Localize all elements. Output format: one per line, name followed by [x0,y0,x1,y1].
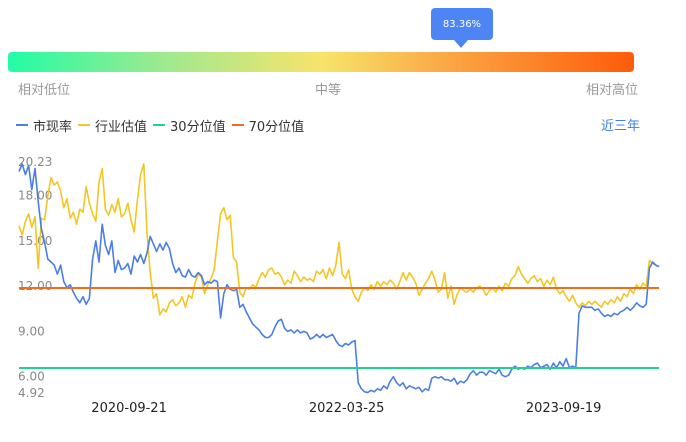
period-selector-button[interactable]: 近三年 [600,119,640,134]
y-tick-label: 6.00 [18,370,45,384]
chart-series [18,163,660,394]
x-axis-ticks: 2020-09-21 2022-03-25 2023-09-19 [91,401,601,416]
gauge-mid-label: 中等 [315,83,342,98]
legend-swatch-pcf [16,124,28,126]
y-tick-label: 9.00 [18,324,45,338]
legend-label-industry: 行业估值 [95,119,148,135]
series-line-pcf [18,163,660,394]
legend-item-industry[interactable]: 行业估值 [78,116,147,135]
y-tick-label: 18.00 [18,189,52,203]
y-axis-ticks: 20.23 18.00 15.00 12.00 9.00 6.00 4.92 [18,155,52,400]
legend-swatch-industry [78,124,91,126]
tooltip-pointer [454,40,468,48]
legend-label-pcf: 市现率 [33,119,73,135]
legend-item-p30[interactable]: 30分位值 [153,116,226,135]
gauge-high-label: 相对高位 [585,83,638,98]
legend-label-p30: 30分位值 [170,119,226,135]
percentile-tooltip: 83.36% [431,8,493,40]
series-line-industry [18,163,660,316]
legend-item-p70[interactable]: 70分位值 [231,116,305,135]
y-tick-label: 15.00 [18,234,52,248]
y-tick-label: 4.92 [18,386,45,400]
x-tick-label: 2020-09-21 [91,401,167,416]
y-tick-label: 20.23 [18,155,52,169]
percentile-gradient-bar [8,52,634,72]
x-tick-label: 2022-03-25 [309,401,385,416]
gauge-low-label: 相对低位 [18,83,71,98]
valuation-gauge: 83.36% 相对低位 中等 相对高位 [0,0,686,110]
legend-swatch-p30 [153,124,166,126]
x-tick-label: 2023-09-19 [526,401,602,416]
legend-label-p70: 70分位值 [248,119,305,135]
legend-item-pcf[interactable]: 市现率 [16,116,72,135]
legend-swatch-p70 [231,124,244,126]
chart-legend: 市现率 行业估值 30分位值 70分位值 [16,116,310,135]
y-tick-label: 12.00 [18,279,52,293]
